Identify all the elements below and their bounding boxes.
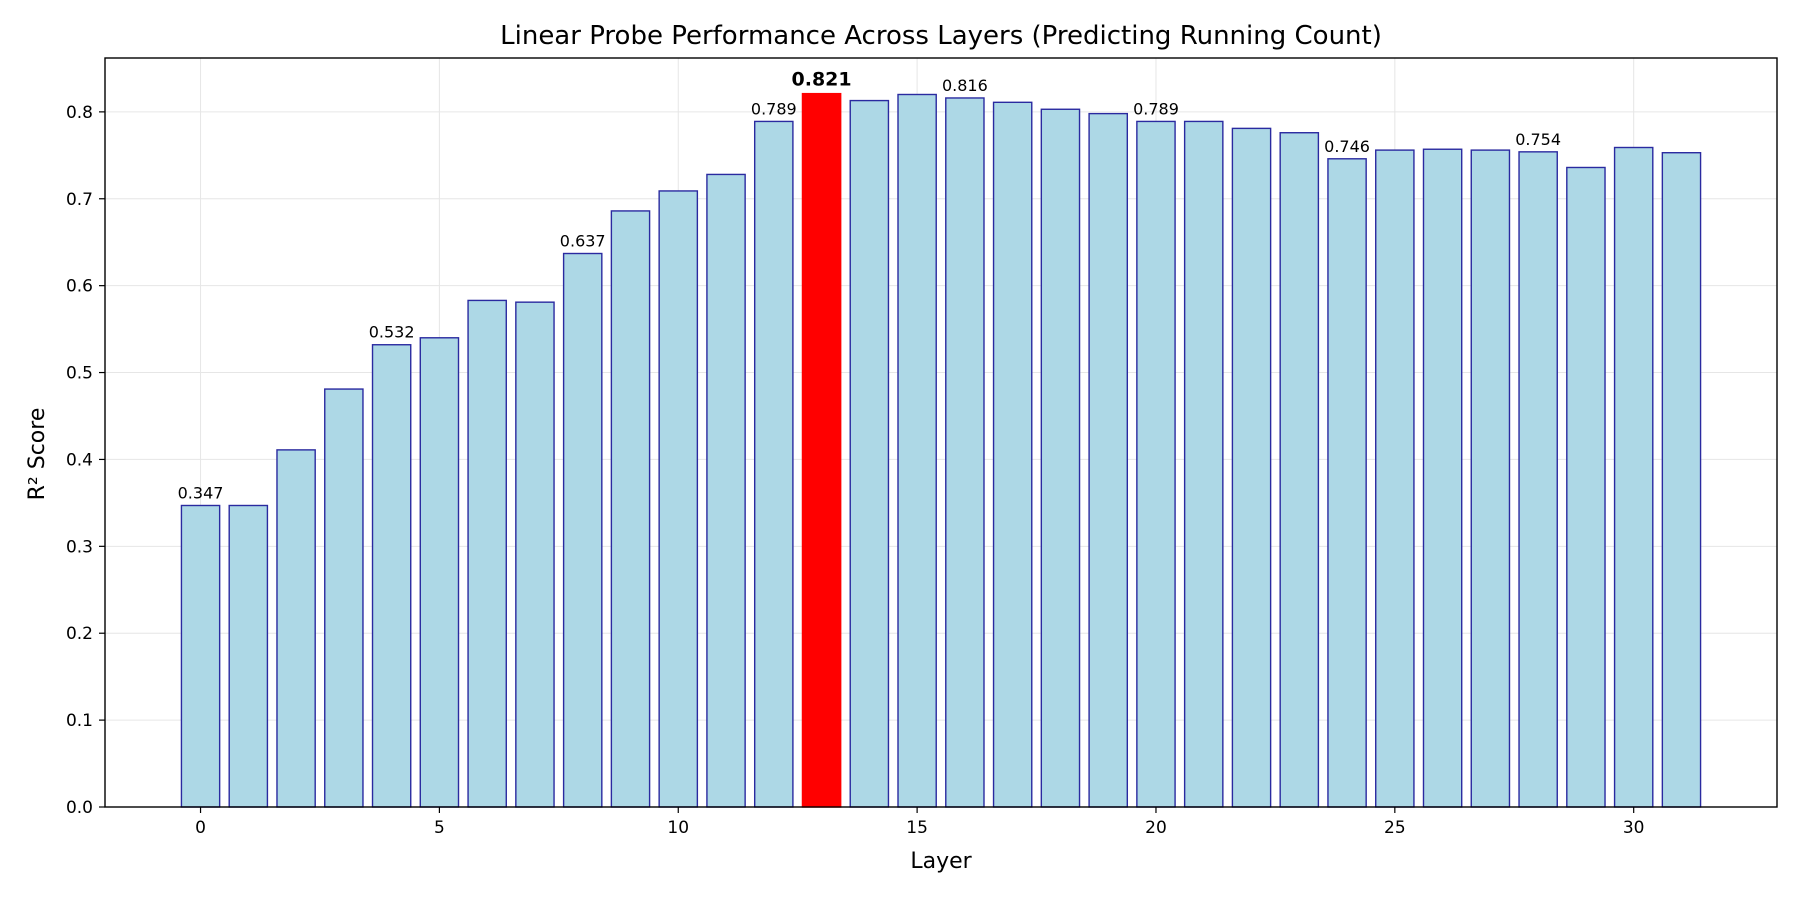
y-tick-label: 0.1 xyxy=(66,711,93,731)
x-tick-label: 15 xyxy=(906,818,928,838)
x-tick-label: 20 xyxy=(1145,818,1167,838)
chart-title: Linear Probe Performance Across Layers (… xyxy=(500,21,1382,51)
bar xyxy=(562,252,603,808)
y-tick-label: 0.7 xyxy=(66,190,93,210)
bar xyxy=(419,337,460,808)
data-label: 0.789 xyxy=(751,99,797,118)
bar xyxy=(1136,120,1176,808)
bar xyxy=(228,504,269,808)
data-label: 0.754 xyxy=(1515,130,1561,149)
bar xyxy=(324,388,364,808)
x-tick-label: 30 xyxy=(1623,818,1645,838)
bar xyxy=(753,120,794,808)
bar xyxy=(1422,148,1463,808)
x-tick-label: 25 xyxy=(1384,818,1406,838)
bar xyxy=(897,93,937,808)
y-tick-label: 0.3 xyxy=(66,537,93,557)
y-tick-label: 0.2 xyxy=(66,624,93,644)
bar xyxy=(1231,127,1272,808)
bar xyxy=(1661,152,1702,808)
plot-frame xyxy=(104,57,1778,808)
x-tick-label: 10 xyxy=(667,818,689,838)
data-label: 0.821 xyxy=(792,69,852,91)
bar xyxy=(1566,166,1606,808)
x-tick-label: 0 xyxy=(195,818,206,838)
data-label: 0.532 xyxy=(369,323,415,342)
ticks-layer: 0.0 0.1 0.2 0.3 0.4 0.5 0.6 0.7 0.8 0 5 10 15 20 25 30 xyxy=(66,103,1645,838)
data-labels-layer: 0.347 0.532 0.637 0.789 0.821 0.816 0.789 0.746… xyxy=(178,69,1561,503)
bar xyxy=(1088,112,1129,808)
bar xyxy=(515,301,555,808)
x-axis-title: Layer xyxy=(910,849,972,874)
bar xyxy=(371,344,412,808)
bar xyxy=(849,99,890,808)
data-label: 0.347 xyxy=(178,483,224,502)
bar xyxy=(658,190,699,808)
bar xyxy=(945,97,985,808)
bar xyxy=(467,299,507,808)
data-label: 0.637 xyxy=(560,232,606,251)
bar xyxy=(180,504,221,808)
y-tick-label: 0.8 xyxy=(66,103,93,123)
y-axis-title: R² Score xyxy=(25,408,50,501)
bars-layer xyxy=(180,92,1702,808)
x-tick-label: 5 xyxy=(434,818,445,838)
y-tick-label: 0.5 xyxy=(66,364,93,384)
y-tick-label: 0.6 xyxy=(66,277,93,297)
bar-highlight xyxy=(801,92,842,808)
bar xyxy=(1040,108,1081,808)
bar xyxy=(1613,146,1654,808)
bar xyxy=(706,173,746,808)
bar xyxy=(1183,120,1224,808)
bar xyxy=(610,210,651,808)
bar xyxy=(276,449,316,808)
bar xyxy=(1327,158,1367,808)
data-label: 0.789 xyxy=(1133,99,1179,118)
bar xyxy=(1279,132,1320,808)
bar xyxy=(1470,149,1511,808)
data-label: 0.816 xyxy=(942,76,988,95)
y-tick-label: 0.0 xyxy=(66,798,93,818)
y-tick-label: 0.4 xyxy=(66,450,93,470)
bar xyxy=(992,101,1033,808)
bar xyxy=(1375,149,1415,808)
bar xyxy=(1518,151,1558,808)
data-label: 0.746 xyxy=(1324,137,1370,156)
